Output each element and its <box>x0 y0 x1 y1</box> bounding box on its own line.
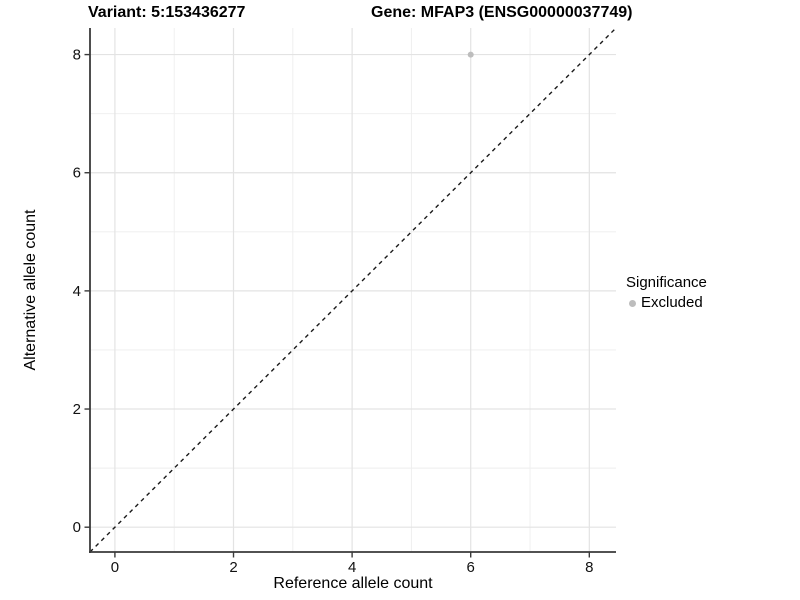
y-axis-title: Alternative allele count <box>22 209 39 371</box>
x-tick-label: 4 <box>348 559 356 576</box>
x-tick-label: 6 <box>467 559 475 576</box>
x-axis-title: Reference allele count <box>273 575 433 592</box>
y-tick-label: 0 <box>73 519 81 536</box>
x-tick-label: 0 <box>111 559 119 576</box>
y-tick-label: 4 <box>73 283 81 300</box>
data-point <box>467 51 474 58</box>
legend-title: Significance <box>626 274 707 291</box>
x-tick-label: 8 <box>585 559 593 576</box>
y-tick-label: 8 <box>73 47 81 64</box>
legend: Significance Excluded <box>626 273 707 313</box>
x-tick-label: 2 <box>229 559 237 576</box>
y-tick-label: 6 <box>73 165 81 182</box>
identity-dashed-line <box>89 27 617 553</box>
legend-item-label: Excluded <box>641 294 703 311</box>
variant-title: Variant: 5:153436277 <box>88 4 246 21</box>
legend-item-excluded: Excluded <box>626 293 707 313</box>
y-tick-label: 2 <box>73 401 81 418</box>
excluded-point-icon <box>629 299 636 307</box>
gene-title: Gene: MFAP3 (ENSG00000037749) <box>371 4 633 21</box>
